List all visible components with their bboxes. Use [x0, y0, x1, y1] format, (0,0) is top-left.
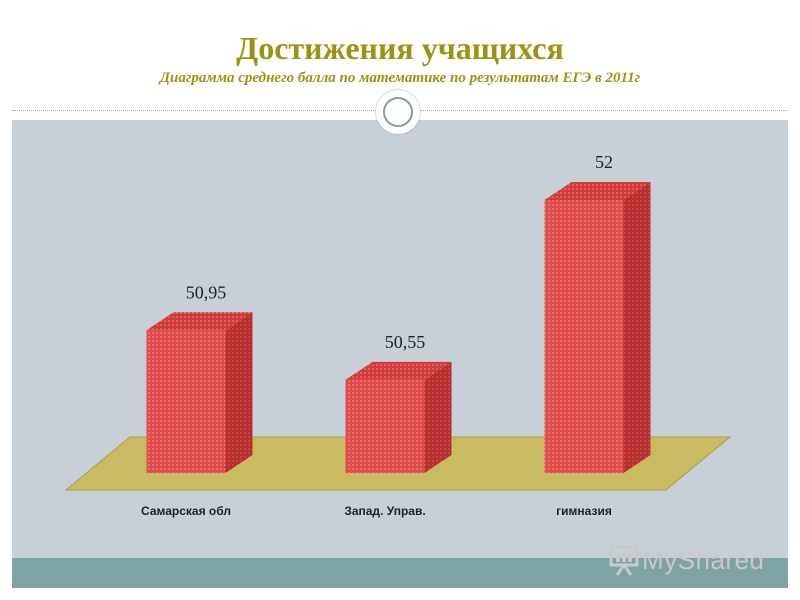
presentation-board-icon — [609, 545, 639, 576]
bar-front-texture — [345, 379, 425, 473]
watermark-text: MyShared — [642, 544, 765, 575]
watermark: MyShared — [608, 540, 765, 580]
slide-title: Достижения учащихся — [236, 30, 564, 66]
bar-front-texture — [544, 200, 624, 473]
category-labels: Самарская обл Запад. Управ. гимназия — [141, 504, 612, 518]
bar-3 — [544, 182, 651, 473]
bar-chart: 50,95 50,55 52 Самарская обл Запад. Управ. г… — [64, 152, 732, 518]
bars-group: 50,95 50,55 52 — [146, 152, 651, 473]
bar-side-texture — [424, 361, 452, 473]
bar-top-texture — [345, 361, 452, 380]
decorative-ring-icon — [376, 90, 420, 134]
category-label-3: гимназия — [556, 504, 612, 518]
bar-1 — [146, 312, 253, 473]
category-label-2: Запад. Управ. — [344, 504, 425, 518]
bar-side-texture — [623, 182, 651, 473]
bar-2 — [345, 361, 452, 473]
decorative-ring-inner — [383, 97, 413, 127]
data-label-3: 52 — [595, 152, 613, 172]
category-label-1: Самарская обл — [141, 504, 231, 518]
bar-side-texture — [225, 312, 253, 473]
data-label-2: 50,55 — [385, 332, 426, 352]
bar-front-texture — [146, 330, 226, 473]
bar-top-texture — [146, 312, 253, 331]
bar-top-texture — [544, 182, 651, 200]
slide-subtitle: Диаграмма среднего балла по математике п… — [159, 70, 641, 86]
footer-band — [12, 558, 788, 588]
slide-frame: Достижения учащихся Диаграмма среднего б… — [12, 12, 788, 588]
data-label-1: 50,95 — [186, 282, 227, 302]
